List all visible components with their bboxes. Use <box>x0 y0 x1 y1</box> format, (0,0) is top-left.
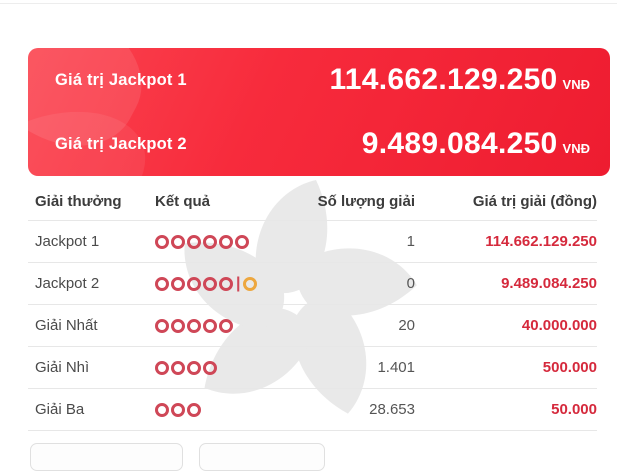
bottom-button-bar <box>30 443 325 471</box>
bottom-button-1[interactable] <box>30 443 183 471</box>
header-prize: Giải thưởng <box>35 192 122 210</box>
prize-name: Giải Nhất <box>35 317 98 334</box>
number-circle <box>235 235 249 250</box>
number-circle <box>171 403 185 418</box>
number-circle <box>219 235 233 250</box>
bonus-separator: | <box>236 274 241 292</box>
table-row: Jackpot 1 1 114.662.129.250 <box>28 220 597 262</box>
jackpot1-amount: 114.662.129.250 <box>329 63 558 96</box>
winner-count: 0 <box>406 275 415 292</box>
result-circles <box>155 233 305 250</box>
number-circle <box>171 235 185 250</box>
jackpot-banner: Giá trị Jackpot 1 114.662.129.250 VNĐ Gi… <box>28 48 610 176</box>
result-circles <box>155 401 305 418</box>
table-header-row: Giải thưởng Kết quả Số lượng giải Giá tr… <box>28 182 597 220</box>
prize-value: 40.000.000 <box>521 317 597 334</box>
bottom-button-2[interactable] <box>199 443 325 471</box>
number-circle <box>155 276 169 291</box>
number-circle <box>171 319 185 334</box>
jackpot1-value-row: Giá trị Jackpot 1 114.662.129.250 VNĐ <box>28 48 610 112</box>
number-circle <box>187 361 201 376</box>
jackpot2-label: Giá trị Jackpot 2 <box>55 134 187 153</box>
number-circle <box>203 361 217 376</box>
result-circles <box>155 317 305 334</box>
jackpot2-value-row: Giá trị Jackpot 2 9.489.084.250 VNĐ <box>28 112 610 176</box>
header-value: Giá trị giải (đồng) <box>472 192 597 210</box>
number-circle <box>155 319 169 334</box>
winner-count: 1.401 <box>377 359 415 376</box>
number-circle <box>155 235 169 250</box>
jackpot2-currency: VNĐ <box>562 141 590 156</box>
number-circle <box>187 403 201 418</box>
number-circle <box>171 361 185 376</box>
table-row: Giải Nhì 1.401 500.000 <box>28 346 597 388</box>
header-result: Kết quả <box>155 192 211 210</box>
vietlott-flower-watermark <box>184 180 417 414</box>
table-row: Jackpot 2 | 0 9.489.084.250 <box>28 262 597 304</box>
prize-value: 9.489.084.250 <box>501 275 597 292</box>
number-circle <box>203 319 217 334</box>
number-circle <box>219 276 233 291</box>
number-circle <box>203 235 217 250</box>
prize-name: Jackpot 2 <box>35 275 100 292</box>
number-circle <box>155 403 169 418</box>
prize-results-table: Giải thưởng Kết quả Số lượng giải Giá tr… <box>28 182 597 431</box>
top-divider <box>0 3 617 4</box>
jackpot1-currency: VNĐ <box>562 77 590 92</box>
number-circle <box>187 276 201 291</box>
number-circle <box>219 319 233 334</box>
number-circle <box>187 319 201 334</box>
prize-value: 114.662.129.250 <box>485 233 597 250</box>
prize-name: Giải Ba <box>35 401 85 418</box>
winner-count: 20 <box>398 317 415 334</box>
header-count: Số lượng giải <box>317 192 415 210</box>
bonus-number-circle <box>243 276 258 291</box>
prize-name: Jackpot 1 <box>35 233 100 250</box>
winner-count: 1 <box>406 233 415 250</box>
number-circle <box>187 235 201 250</box>
number-circle <box>155 361 169 376</box>
result-circles: | <box>155 274 305 292</box>
jackpot1-label: Giá trị Jackpot 1 <box>55 70 187 89</box>
prize-value: 500.000 <box>542 359 597 376</box>
prize-name: Giải Nhì <box>35 359 90 376</box>
table-row: Giải Ba 28.653 50.000 <box>28 388 597 431</box>
number-circle <box>171 276 185 291</box>
prize-value: 50.000 <box>551 401 597 418</box>
number-circle <box>203 276 217 291</box>
jackpot2-amount: 9.489.084.250 <box>361 127 558 160</box>
winner-count: 28.653 <box>369 401 415 418</box>
result-circles <box>155 359 305 376</box>
table-row: Giải Nhất 20 40.000.000 <box>28 304 597 346</box>
